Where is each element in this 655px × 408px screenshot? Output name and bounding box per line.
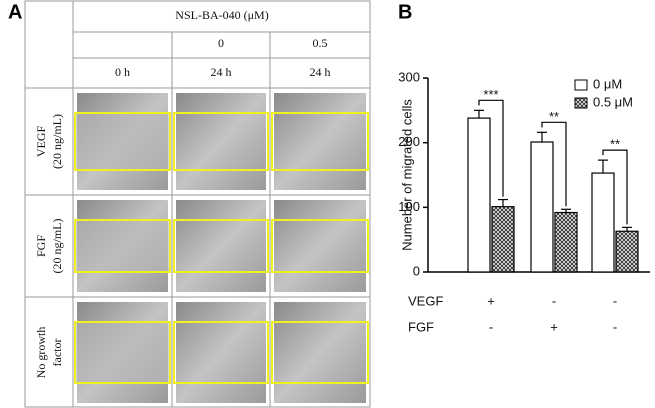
condition-mark: - xyxy=(613,319,617,334)
condition-mark: - xyxy=(489,319,493,334)
panel-label: B xyxy=(398,1,412,23)
significance-label: ** xyxy=(610,137,620,152)
wound-region xyxy=(173,112,269,171)
condition-mark: - xyxy=(613,293,617,308)
table-border xyxy=(24,0,371,408)
y-axis-label: Numeber of migrated cells xyxy=(399,99,414,251)
row-label: factor xyxy=(50,339,64,367)
y-tick-label: 100 xyxy=(398,199,420,214)
significance-bracket xyxy=(602,149,628,225)
condition-mark: + xyxy=(487,293,495,308)
panel-label: A xyxy=(8,1,22,23)
bar xyxy=(467,117,491,273)
bar xyxy=(491,206,515,273)
image-table: NSL-BA-040 (μM) 0 0.5 xyxy=(24,0,371,408)
y-tick-label: 300 xyxy=(398,69,420,84)
legend-label: 0 μM xyxy=(593,76,622,91)
y-tick-label: 200 xyxy=(398,134,420,149)
wound-region xyxy=(74,112,171,171)
row-label: FGF xyxy=(34,235,48,257)
row-label: (20 ng/mL) xyxy=(50,114,64,169)
condition-mark: - xyxy=(552,293,556,308)
micrograph xyxy=(274,200,366,292)
concentration: 0.5 xyxy=(313,36,328,50)
legend-swatch xyxy=(574,79,588,91)
time-label: 24 h xyxy=(211,65,232,79)
row-label: (20 ng/mL) xyxy=(50,219,64,274)
wound-region xyxy=(74,219,171,273)
significance-bracket xyxy=(478,99,504,197)
wound-region xyxy=(173,219,269,273)
table-header: NSL-BA-040 (μM) xyxy=(175,8,268,22)
concentration: 0 xyxy=(218,36,224,50)
micrograph xyxy=(274,302,366,403)
legend-label: 0.5 μM xyxy=(593,94,633,109)
bar xyxy=(530,141,554,273)
significance-bracket xyxy=(541,121,567,207)
row-label: No growth xyxy=(34,327,48,379)
row-label: VEGF xyxy=(34,126,48,158)
micrograph xyxy=(274,93,366,190)
time-label: 24 h xyxy=(310,65,331,79)
significance-label: *** xyxy=(483,87,498,102)
y-tick-label: 0 xyxy=(413,263,420,278)
condition-mark: + xyxy=(550,319,558,334)
micrograph xyxy=(176,93,266,190)
legend-swatch xyxy=(574,97,588,109)
micrograph xyxy=(176,200,266,292)
wound-region xyxy=(74,321,171,384)
condition-label: FGF xyxy=(408,319,434,334)
significance-label: ** xyxy=(549,109,559,124)
bar xyxy=(554,211,578,273)
condition-label: VEGF xyxy=(408,293,443,308)
wound-region xyxy=(271,321,369,384)
bar xyxy=(591,172,615,273)
wound-region xyxy=(271,219,369,273)
micrograph xyxy=(176,302,266,403)
bar xyxy=(615,230,639,273)
wound-region xyxy=(271,112,369,171)
time-label: 0 h xyxy=(115,65,130,79)
wound-region xyxy=(173,321,269,384)
